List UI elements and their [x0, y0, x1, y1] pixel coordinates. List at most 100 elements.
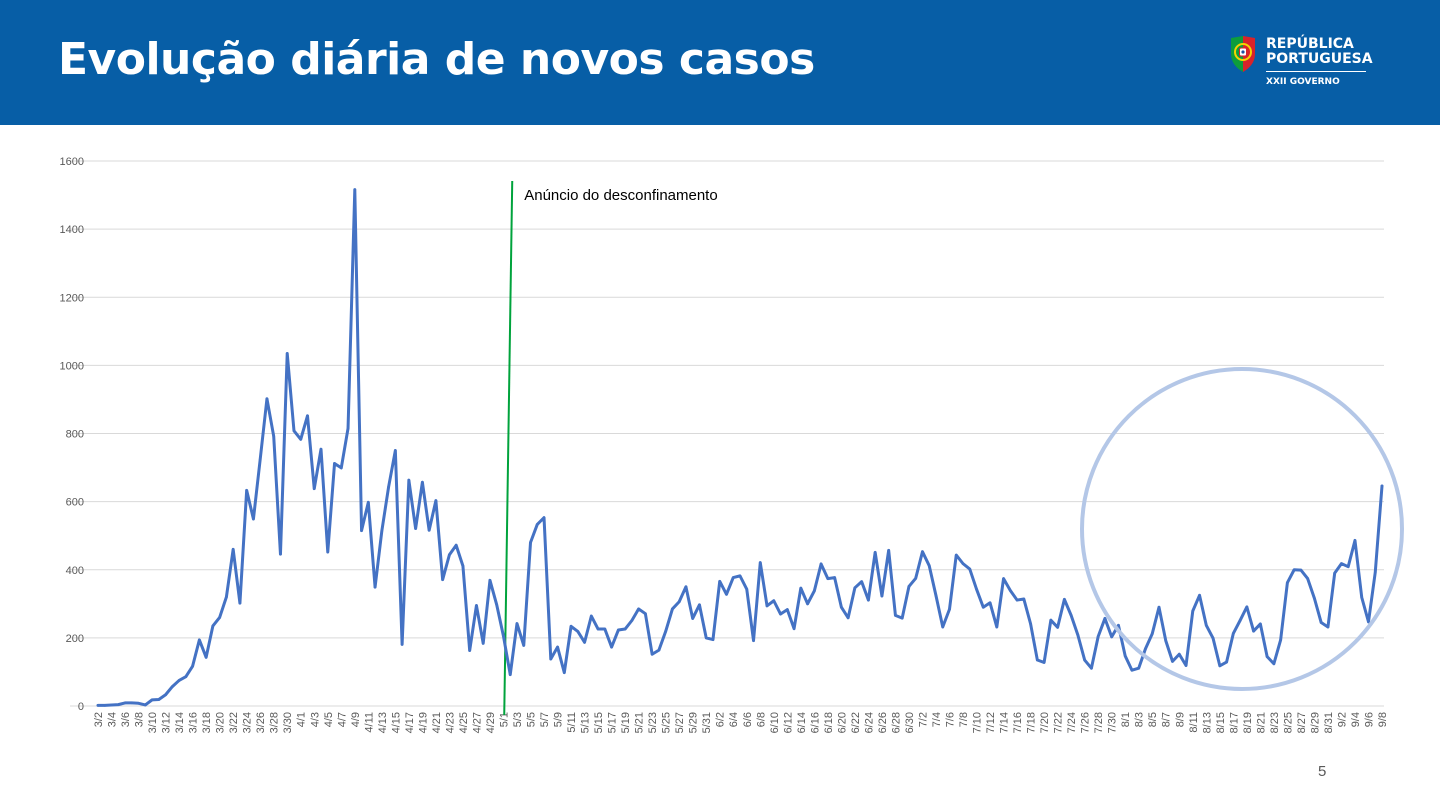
x-tick-label: 5/29 [688, 712, 700, 733]
data-point [1245, 605, 1249, 609]
data-point [799, 586, 803, 590]
x-tick-label: 3/26 [255, 712, 267, 733]
data-point [806, 602, 809, 606]
x-tick-label: 5/7 [539, 712, 551, 727]
x-tick-label: 8/27 [1296, 712, 1308, 733]
data-point [414, 527, 417, 530]
x-tick-label: 5/5 [526, 712, 538, 727]
logo-text-governo: XXII GOVERNO [1266, 77, 1340, 87]
data-point [867, 598, 870, 602]
data-point [204, 655, 208, 659]
data-point [150, 698, 154, 702]
x-tick-label: 8/1 [1120, 712, 1132, 727]
data-point [684, 585, 688, 589]
data-point [900, 616, 904, 620]
x-tick-label: 6/14 [796, 712, 808, 733]
data-point [515, 622, 519, 625]
page-number: 5 [1318, 763, 1327, 780]
data-point [1346, 565, 1350, 568]
data-point [353, 188, 357, 191]
data-point [671, 607, 674, 611]
data-point [975, 587, 978, 591]
data-point [495, 603, 499, 607]
data-point [488, 579, 492, 582]
logo-text-portuguesa: PORTUGUESA [1266, 51, 1373, 67]
x-tick-label: 3/14 [174, 712, 186, 733]
x-tick-label: 3/20 [215, 712, 227, 733]
data-point [110, 703, 113, 707]
data-point [758, 561, 762, 564]
x-tick-label: 4/25 [458, 712, 470, 733]
data-point [164, 693, 167, 697]
data-point [272, 434, 276, 438]
x-tick-label: 6/10 [769, 712, 781, 733]
data-point [880, 594, 884, 598]
data-point [826, 577, 830, 580]
x-tick-label: 7/30 [1107, 712, 1119, 733]
data-point [333, 462, 336, 465]
data-point [745, 587, 749, 591]
x-tick-label: 8/17 [1228, 712, 1240, 733]
data-point [367, 501, 370, 504]
data-point [623, 627, 627, 631]
annotation-group: Anúncio do desconfinamento [503, 180, 718, 716]
data-point [644, 612, 647, 615]
data-point [225, 595, 228, 599]
data-point [1238, 619, 1242, 622]
data-point [549, 657, 553, 661]
data-point [630, 619, 634, 622]
new-cases-series-line [96, 188, 1384, 707]
data-point [1137, 666, 1141, 670]
x-tick-label: 4/5 [323, 712, 335, 727]
x-tick-label: 6/4 [728, 712, 740, 727]
y-tick-label: 800 [66, 429, 84, 441]
x-tick-label: 7/18 [1026, 712, 1038, 733]
data-point [596, 627, 600, 631]
data-point [1083, 658, 1086, 662]
data-point [813, 589, 816, 593]
data-point [184, 675, 188, 679]
data-point [1198, 593, 1201, 597]
data-point [887, 549, 890, 552]
data-point [441, 578, 444, 581]
x-axis-tick-labels: 3/2 3/4 3/6 3/8 3/10 3/12 3/14 3/16 3/18 3/20 3/22… [93, 712, 1389, 733]
data-point [238, 601, 242, 605]
data-point [1164, 639, 1168, 642]
data-point [529, 541, 532, 544]
x-tick-label: 4/23 [444, 712, 456, 733]
data-point [711, 638, 715, 641]
x-tick-label: 4/13 [377, 712, 389, 733]
data-point [725, 592, 728, 596]
data-point [1313, 597, 1316, 600]
y-tick-label: 1200 [60, 292, 84, 304]
x-tick-label: 5/17 [607, 712, 619, 733]
data-point [921, 550, 924, 553]
data-point [339, 466, 343, 470]
data-point [1360, 596, 1364, 599]
data-point [603, 627, 607, 631]
data-point [387, 485, 390, 489]
data-point [1150, 632, 1154, 636]
data-point [360, 529, 363, 532]
x-tick-label: 5/31 [701, 712, 713, 733]
x-tick-label: 7/16 [1012, 712, 1024, 733]
data-point [1036, 658, 1039, 662]
data-point [833, 576, 836, 579]
x-tick-label: 4/21 [431, 712, 443, 733]
x-tick-label: 3/6 [120, 712, 132, 727]
x-tick-label: 5/27 [674, 712, 686, 733]
data-point [1069, 614, 1073, 617]
data-point [1157, 605, 1161, 609]
data-point [522, 644, 526, 647]
data-point [1326, 625, 1330, 629]
data-point [1076, 633, 1080, 637]
data-point [481, 642, 485, 645]
data-point [1306, 577, 1309, 580]
data-point [718, 580, 722, 583]
x-tick-label: 8/25 [1282, 712, 1294, 733]
data-point [1279, 638, 1282, 642]
x-tick-label: 7/6 [944, 712, 956, 727]
data-point [252, 517, 255, 521]
x-tick-label: 8/15 [1215, 712, 1227, 733]
data-point [1265, 655, 1269, 658]
